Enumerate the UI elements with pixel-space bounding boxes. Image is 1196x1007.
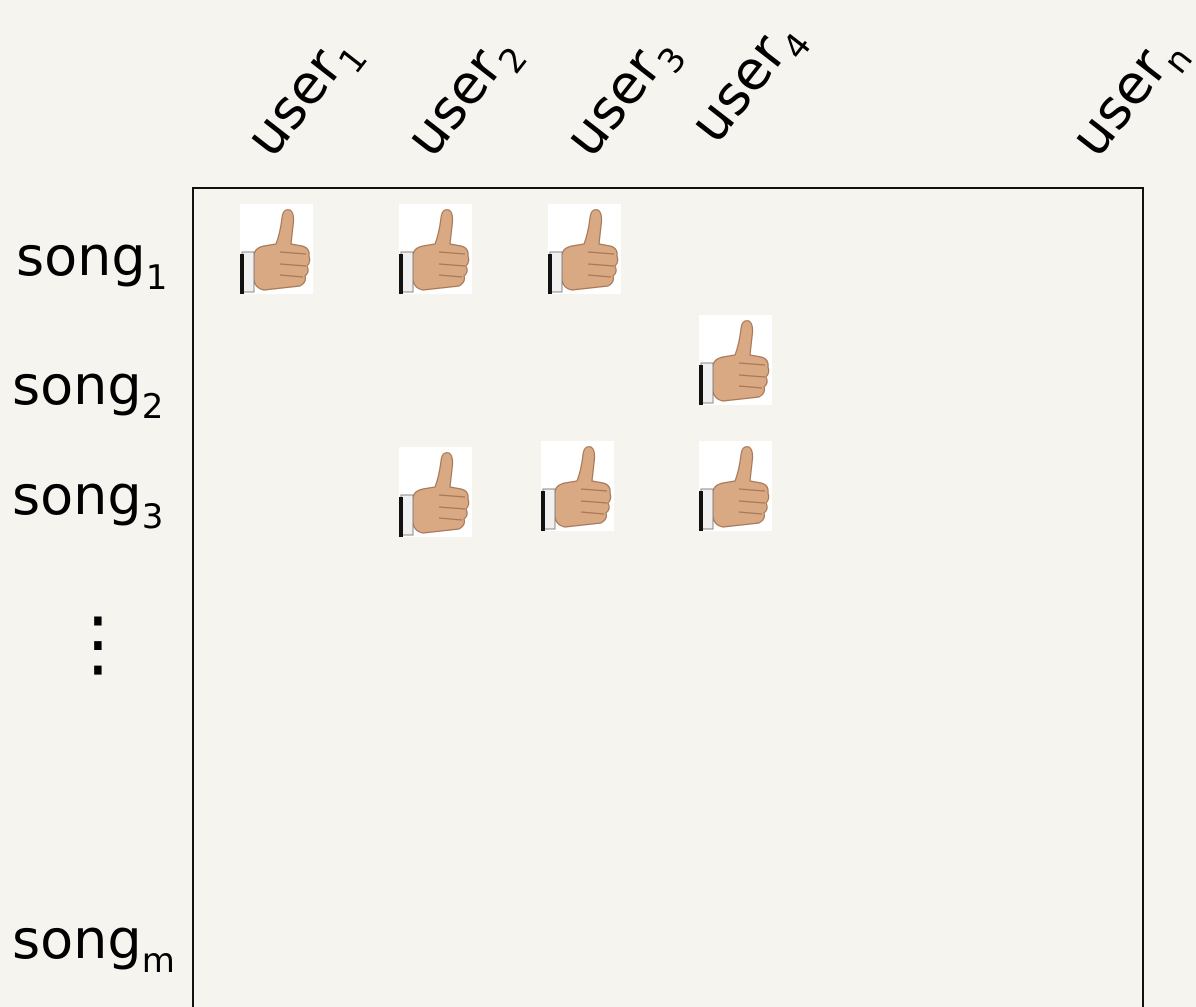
song-label: song — [12, 354, 142, 417]
thumbs-up — [398, 446, 473, 538]
user-header: user4 — [677, 5, 820, 160]
thumbs-up — [547, 203, 622, 295]
song-index: 3 — [142, 497, 164, 537]
song-index: 1 — [146, 258, 168, 298]
song-index: m — [142, 941, 175, 981]
user-header: user3 — [552, 19, 695, 174]
song-header: song3 — [12, 464, 163, 537]
user-header: user2 — [393, 19, 536, 174]
song-header: songm — [12, 908, 175, 981]
song-label: song — [12, 908, 142, 971]
user-header: usern — [1058, 19, 1196, 174]
thumbs-up — [698, 440, 773, 532]
thumbs-up — [239, 203, 314, 295]
song-header: song1 — [16, 225, 167, 298]
song-header: song2 — [12, 354, 163, 427]
vertical-ellipsis: ⋮ — [62, 601, 134, 685]
thumbs-up — [540, 440, 615, 532]
user-header: user1 — [233, 19, 376, 174]
song-index: 2 — [142, 387, 164, 427]
thumbs-up — [698, 314, 773, 406]
song-label: song — [12, 464, 142, 527]
song-label: song — [16, 225, 146, 288]
matrix-box — [192, 187, 1144, 1007]
thumbs-up — [398, 203, 473, 295]
